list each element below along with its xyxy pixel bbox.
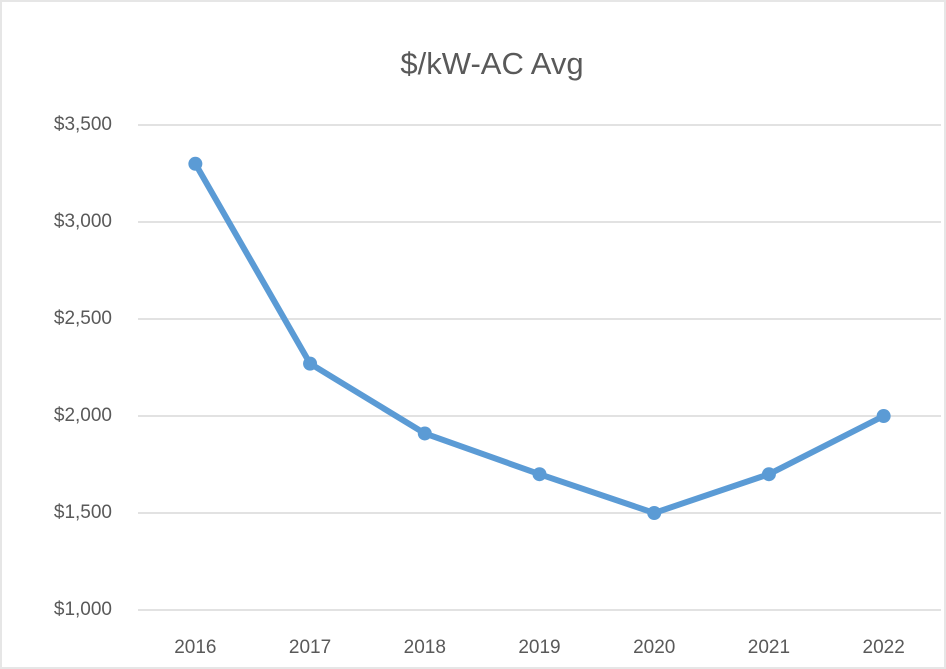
y-tick-label: $1,500	[54, 502, 112, 523]
chart-title: $/kW-AC Avg	[400, 46, 583, 81]
marker	[303, 356, 318, 371]
marker	[188, 156, 203, 171]
y-tick-label: $1,000	[54, 599, 112, 620]
marker	[876, 409, 891, 423]
y-tick-label: $2,500	[54, 308, 112, 329]
marker	[761, 467, 776, 482]
x-tick-label: 2018	[404, 637, 446, 658]
y-tick-label: $3,000	[54, 211, 112, 232]
x-tick-label: 2017	[289, 637, 331, 658]
y-tick-label: $3,500	[54, 114, 112, 135]
marker	[532, 467, 547, 482]
marker	[417, 426, 432, 441]
y-tick-label: $2,000	[54, 405, 112, 426]
x-tick-label: 2020	[633, 637, 675, 658]
x-tick-label: 2021	[748, 637, 790, 658]
marker	[647, 506, 662, 520]
x-tick-label: 2019	[518, 637, 560, 658]
x-tick-label: 2016	[174, 637, 216, 658]
x-tick-label: 2022	[863, 637, 905, 658]
